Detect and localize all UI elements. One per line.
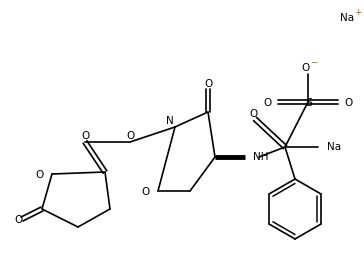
Text: O: O [36,169,44,179]
Text: O: O [142,186,150,196]
Text: N: N [166,116,174,125]
Text: O: O [81,131,89,140]
Text: NH: NH [253,151,269,161]
Text: Na: Na [340,13,354,23]
Text: O: O [14,214,22,224]
Text: −: − [310,57,318,66]
Text: O: O [264,98,272,108]
Text: S: S [305,98,313,108]
Text: O: O [204,79,212,89]
Text: +: + [354,7,361,17]
Text: Na: Na [327,141,341,151]
Text: O: O [344,98,352,108]
Text: O: O [302,63,310,73]
Text: O: O [126,131,134,140]
Text: O: O [249,108,257,119]
